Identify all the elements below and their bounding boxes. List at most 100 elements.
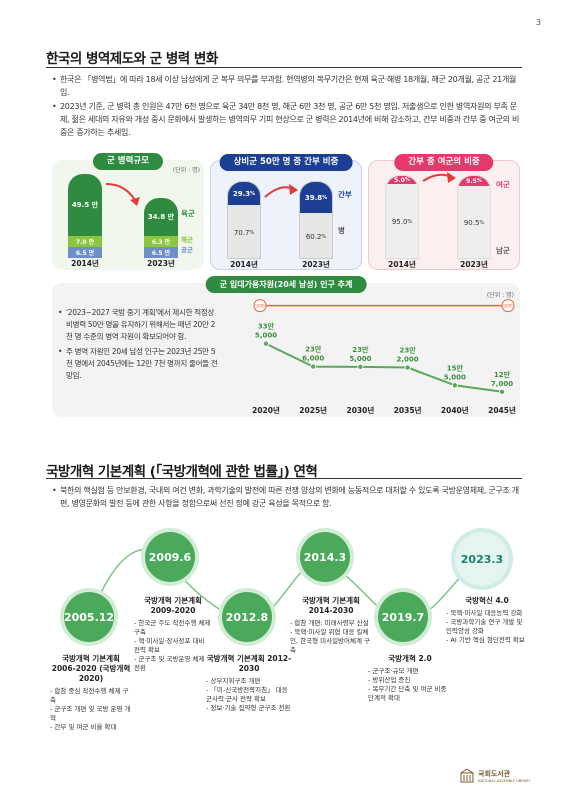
timeline-date-2014: 2014.3	[300, 532, 350, 582]
data-label: 2,000	[397, 356, 419, 364]
bar-2023-air: 6.5 만	[144, 247, 178, 258]
year-label-2023-officer: 2023년	[302, 260, 330, 269]
bar-2014-navy: 7.0 만	[68, 236, 102, 247]
timeline-title-2005: 국방개혁 기본계획 2006-2020 (국방개혁 2020)	[51, 654, 131, 683]
bar-2014-female: 5.0% 95.0%	[385, 175, 419, 259]
timeline-item: - 군구조 및 국방운영 체제 전환	[134, 655, 205, 672]
card-female-ratio-title: 간부 중 여군의 비중	[394, 154, 494, 171]
data-label: 12만	[494, 370, 511, 379]
timeline-title-2012: 국방개혁 기본계획 2012-2030	[206, 654, 292, 673]
bar-2023-soldier-seg: 60.2%	[300, 213, 332, 258]
data-point	[310, 363, 317, 370]
bar-2014-officer-seg: 29.3%	[228, 182, 260, 205]
bar-2023-officer: 39.8% 60.2%	[299, 181, 333, 259]
chart-unit: (단위 : 명)	[486, 292, 514, 299]
trend-arrow-icon	[422, 172, 456, 183]
legend-officer: 간부	[338, 190, 352, 199]
timeline-item: - 정보·기술 집약형 군구조 전환	[206, 704, 291, 712]
data-label: 23만	[305, 345, 322, 354]
trend-arrow-icon	[264, 184, 298, 198]
data-label: 15만	[447, 363, 464, 372]
timeline-date-2009: 2009.6	[145, 532, 195, 582]
legend-army: 육군	[181, 209, 195, 218]
data-label: 33만	[258, 322, 275, 331]
timeline-title-2019: 국방개혁 2.0	[388, 654, 432, 663]
timeline-entry-2005: 국방개혁 기본계획 2006-2020 (국방개혁 2020) - 합참 중심 …	[50, 654, 132, 732]
timeline-entry-2019: 국방개혁 2.0 - 군구조·규모 개편 - 방위산업 증진 - 복무기간 단축…	[368, 654, 452, 703]
x-tick-label: 2030년	[347, 405, 375, 415]
section1-bullets: 한국은 「병역법」에 따라 18세 이상 남성에게 군 복무 의무를 부과함. …	[52, 73, 522, 140]
timeline-item: - 북핵·미사일 대응능력 강화	[446, 609, 523, 617]
card-troop-size-unit: (단위 : 명)	[172, 167, 200, 174]
timeline-item: - 핵·미사일·장사정포 대비 전력 확보	[134, 637, 205, 654]
library-logo: 국회도서관 NATIONAL ASSEMBLY LIBRARY	[460, 769, 530, 783]
timeline-item: - 북핵·미사일 위협 대응 킬체인, 한국형 미사일방어체계 구축	[290, 628, 371, 654]
section1-bullet-2: 2023년 기준, 군 병력 총 인원은 47만 6천 명으로 육군 34만 8…	[52, 100, 522, 139]
data-label: 6,000	[302, 355, 324, 363]
page-number: 3	[536, 18, 542, 27]
card-troop-size: 군 병력규모 (단위 : 명) 49.5 만 7.0 만 6.5 만 2014년…	[52, 153, 204, 270]
timeline-item: - 합참 중심 작전수행 체제 구축	[50, 687, 129, 704]
timeline-entry-2012: 국방개혁 기본계획 2012-2030 - 상부지휘구조 개편 - 「미-신국방…	[206, 654, 292, 713]
timeline-date-2023: 2023.3	[455, 532, 509, 586]
year-label-2023: 2023년	[147, 259, 175, 268]
card-officer-ratio-title: 상비군 50만 명 중 간부 비중	[219, 154, 353, 171]
bar-2014-troops: 49.5 만 7.0 만 6.5 만	[68, 174, 102, 258]
year-label-2014-female: 2014년	[388, 260, 416, 269]
section2-bullets: 북한의 핵실험 등 안보환경, 국내외 여건 변화, 과학기술의 발전에 따른 …	[52, 484, 522, 511]
data-label: 5,000	[349, 355, 371, 363]
library-name: 국회도서관	[478, 770, 511, 778]
bar-2014-soldier-seg: 70.7%	[228, 205, 260, 258]
section1-bullet-1: 한국은 「병역법」에 따라 18세 이상 남성에게 군 복무 의무를 부과함. …	[52, 73, 522, 99]
timeline-title-2023: 국방혁신 4.0	[465, 596, 509, 605]
timeline-item: - 복무기간 단축 및 여군 비중 단계적 확대	[368, 685, 447, 702]
bar-2023-officer-seg: 39.8%	[300, 182, 332, 213]
reference-line-label: 50만	[503, 303, 513, 310]
timeline-date-2005: 2005.12	[64, 592, 114, 642]
timeline-entry-2009: 국방개혁 기본계획 2009-2020 - 한국군 주도 작전수행 체제 구축 …	[134, 596, 212, 673]
data-label: 23만	[352, 345, 369, 354]
bar-2023-troops: 34.8 만 6.3 만 6.5 만	[144, 198, 178, 258]
reference-line-cap	[501, 299, 515, 313]
legend-male: 남군	[496, 246, 510, 255]
bar-2023-navy: 6.3 만	[144, 236, 178, 247]
card-female-ratio: 간부 중 여군의 비중 5.0% 95.0% 2014년 9.5% 90.5% …	[368, 154, 520, 270]
trend-arrow-icon	[105, 183, 140, 206]
timeline-title-2009: 국방개혁 기본계획 2009-2020	[144, 596, 202, 615]
legend-navy: 해군	[181, 236, 193, 244]
bar-2014-air: 6.5 만	[68, 247, 102, 258]
timeline-date-2012: 2012.8	[222, 592, 272, 642]
series-line	[265, 342, 503, 393]
data-label: 23만	[400, 346, 417, 355]
year-label-2014: 2014년	[71, 259, 99, 268]
section2-bullet-1: 북한의 핵실험 등 안보환경, 국내외 여건 변화, 과학기술의 발전에 따른 …	[52, 484, 522, 510]
bar-2014-officer: 29.3% 70.7%	[227, 181, 261, 259]
bar-2014-army: 49.5 만	[68, 174, 102, 236]
data-point	[357, 363, 364, 370]
timeline-item: - 상부지휘구조 개편	[206, 677, 261, 685]
timeline-entry-2023: 국방혁신 4.0 - 북핵·미사일 대응능력 강화 - 국방과학기술 연구 개발…	[446, 596, 528, 645]
reference-line-label: 50만	[255, 303, 265, 310]
timeline-item: - 합참 개편: 미래사령부 신설	[290, 619, 369, 627]
data-point	[498, 388, 505, 395]
legend-female: 여군	[496, 180, 510, 189]
library-name-en: NATIONAL ASSEMBLY LIBRARY	[478, 779, 531, 783]
timeline-title-2014: 국방개혁 기본계획 2014-2030	[302, 596, 360, 615]
bar-2023-female: 9.5% 90.5%	[457, 175, 491, 259]
x-tick-label: 2040년	[441, 405, 469, 415]
year-label-2014-officer: 2014년	[230, 260, 258, 269]
section2-title: 국방개혁 기본계획 (「국방개혁에 관한 법률」) 연혁	[46, 464, 318, 480]
x-tick-label: 2025년	[299, 405, 327, 415]
bar-2023-female-seg: 9.5%	[458, 176, 490, 186]
timeline-item: - 한국군 주도 작전수행 체제 구축	[134, 619, 211, 636]
timeline-item: - 방위산업 증진	[368, 676, 411, 684]
timeline-date-2019: 2019.7	[378, 592, 428, 642]
timeline-entry-2014: 국방개혁 기본계획 2014-2030 - 합참 개편: 미래사령부 신설 - …	[290, 596, 372, 655]
section1-divider	[46, 67, 522, 68]
timeline-item: - 간부 및 여군 비율 확대	[50, 723, 117, 731]
legend-soldier: 병	[338, 226, 345, 235]
timeline-connector	[89, 548, 487, 621]
population-line-chart: 50만 50만33만5,0002020년23만6,0002025년23만5,000…	[252, 299, 516, 415]
bar-2023-army: 34.8 만	[144, 198, 178, 236]
data-point	[451, 382, 458, 389]
